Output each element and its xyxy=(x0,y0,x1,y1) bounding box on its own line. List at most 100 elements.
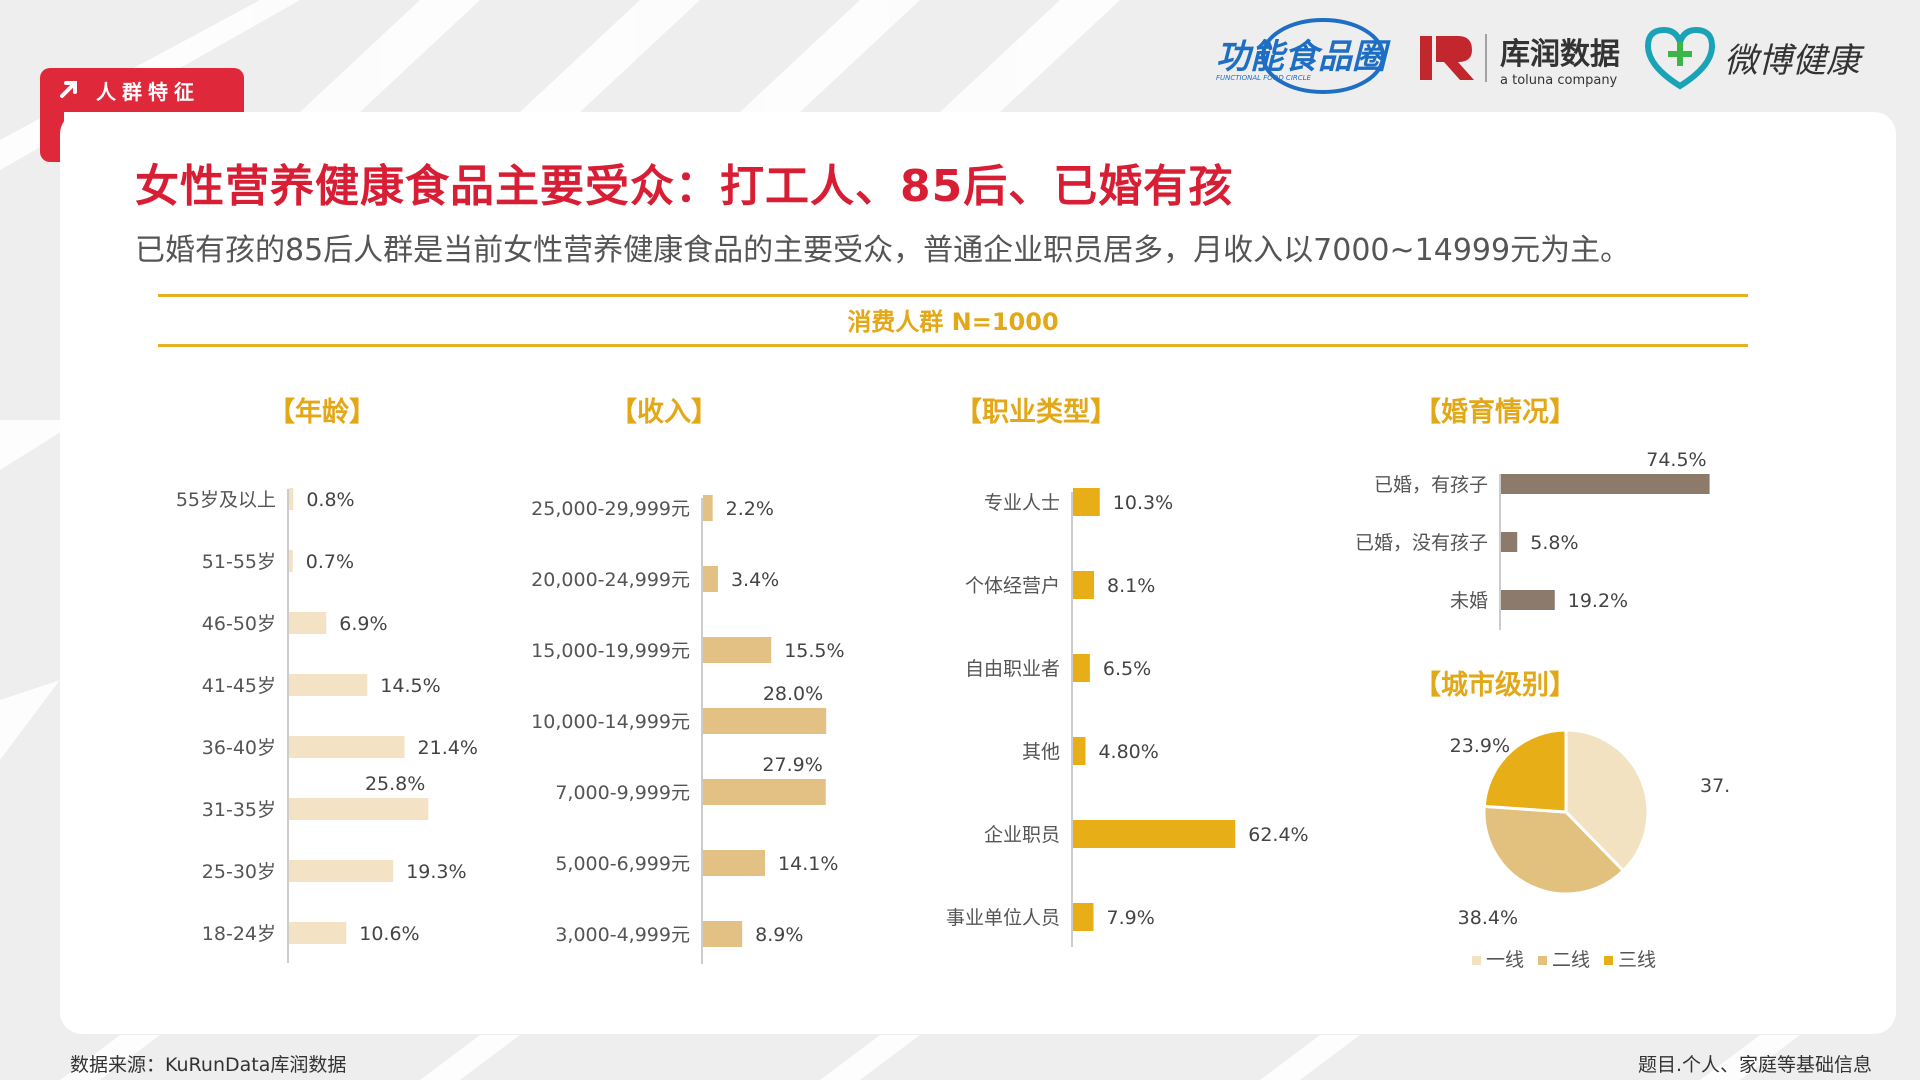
category-label: 事业单位人员 xyxy=(946,907,1060,929)
bar xyxy=(289,550,293,572)
value-label: 25.8% xyxy=(365,773,425,795)
category-label: 专业人士 xyxy=(984,492,1060,514)
value-label: 27.9% xyxy=(762,754,822,776)
bar xyxy=(1501,590,1555,610)
slice-label: 37.7% xyxy=(1700,775,1730,797)
bar xyxy=(1073,820,1236,848)
value-label: 14.1% xyxy=(778,853,838,875)
category-label: 已婚，有孩子 xyxy=(1374,474,1488,496)
page-subtitle: 已婚有孩的85后人群是当前女性营养健康食品的主要受众，普通企业职员居多，月收入以… xyxy=(135,233,1631,268)
category-label: 3,000-4,999元 xyxy=(555,924,690,946)
legend-swatch xyxy=(1538,956,1547,965)
bar xyxy=(1073,737,1086,765)
job-bar-chart: 专业人士 10.3% 个体经营户 8.1% 自由职业者 6.5% 其他 4.80% 企业职员 62… xyxy=(946,488,1309,947)
bar xyxy=(703,566,718,592)
functional-food-circle-logo: 功能食品圈 FUNCTIONAL FOOD CIRCLE xyxy=(1216,18,1391,94)
arrow-up-right-icon xyxy=(60,81,77,98)
value-label: 21.4% xyxy=(418,737,478,759)
bar xyxy=(289,860,394,882)
legend-label: 三线 xyxy=(1618,949,1656,971)
bar xyxy=(1073,488,1100,516)
bar xyxy=(1073,903,1094,931)
age-bar-chart: 55岁及以上 0.8% 51-55岁 0.7% 46-50岁 6.9% 41-45岁 14.5… xyxy=(176,488,478,963)
value-label: 6.5% xyxy=(1103,658,1151,680)
value-label: 8.9% xyxy=(755,924,803,946)
category-label: 其他 xyxy=(1022,741,1060,763)
bar xyxy=(1073,571,1095,599)
value-label: 10.6% xyxy=(359,923,419,945)
weibo-health-logo: 微博健康 xyxy=(1644,26,1865,90)
category-label: 25-30岁 xyxy=(202,861,276,883)
svg-text:FUNCTIONAL FOOD CIRCLE: FUNCTIONAL FOOD CIRCLE xyxy=(1216,74,1312,82)
svg-text:a toluna company: a toluna company xyxy=(1500,73,1618,88)
value-label: 6.9% xyxy=(339,613,387,635)
bar xyxy=(289,798,429,820)
pie-slice xyxy=(1482,804,1626,896)
value-label: 74.5% xyxy=(1646,449,1706,471)
section-tag-label: 人群特征 xyxy=(96,80,200,104)
category-label: 25,000-29,999元 xyxy=(531,498,690,520)
bar xyxy=(703,708,827,734)
category-label: 18-24岁 xyxy=(202,923,276,945)
bar xyxy=(1501,532,1518,552)
bar xyxy=(1073,654,1090,682)
bar xyxy=(703,850,766,876)
bar xyxy=(289,736,405,758)
value-label: 8.1% xyxy=(1107,575,1155,597)
income-bar-chart: 25,000-29,999元 2.2% 20,000-24,999元 3.4% 15,0… xyxy=(531,495,845,964)
data-source: 数据来源：KuRunData库润数据 xyxy=(70,1054,347,1076)
pie-slice xyxy=(1564,728,1650,873)
category-label: 企业职员 xyxy=(984,824,1060,846)
category-label: 20,000-24,999元 xyxy=(531,569,690,591)
sample-size-label: 消费人群 N=1000 xyxy=(847,308,1059,336)
pie-slice xyxy=(1482,728,1568,814)
category-label: 41-45岁 xyxy=(202,675,276,697)
value-label: 4.80% xyxy=(1098,741,1158,763)
value-label: 5.8% xyxy=(1530,532,1578,554)
svg-text:微博健康: 微博健康 xyxy=(1724,41,1865,81)
bar xyxy=(703,921,743,947)
category-label: 46-50岁 xyxy=(202,613,276,635)
bar xyxy=(289,922,347,944)
band-rule-bottom xyxy=(158,344,1748,347)
svg-text:功能食品圈: 功能食品圈 xyxy=(1216,37,1391,77)
value-label: 14.5% xyxy=(380,675,440,697)
category-label: 7,000-9,999元 xyxy=(555,782,690,804)
bar xyxy=(703,779,826,805)
slice-label: 38.4% xyxy=(1458,907,1518,929)
bar xyxy=(703,637,772,663)
job-chart-title: 【职业类型】 xyxy=(955,397,1117,428)
page-title: 女性营养健康食品主要受众：打工人、85后、已婚有孩 xyxy=(135,161,1234,212)
category-label: 31-35岁 xyxy=(202,799,276,821)
bar xyxy=(289,612,327,634)
band-rule-top xyxy=(158,294,1748,297)
bar xyxy=(289,674,368,696)
value-label: 7.9% xyxy=(1107,907,1155,929)
category-label: 15,000-19,999元 xyxy=(531,640,690,662)
legend-label: 一线 xyxy=(1486,949,1524,971)
svg-text:库润数据: 库润数据 xyxy=(1500,37,1620,72)
value-label: 3.4% xyxy=(731,569,779,591)
legend-swatch xyxy=(1472,956,1481,965)
category-label: 个体经营户 xyxy=(965,575,1060,597)
legend-swatch xyxy=(1604,956,1613,965)
kurun-data-logo: 库润数据 a toluna company xyxy=(1420,34,1620,88)
slice-label: 23.9% xyxy=(1450,735,1510,757)
value-label: 0.7% xyxy=(306,551,354,573)
category-label: 36-40岁 xyxy=(202,737,276,759)
marriage-chart-title: 【婚育情况】 xyxy=(1414,397,1576,428)
question-note: 题目.个人、家庭等基础信息 xyxy=(1637,1054,1872,1076)
bar xyxy=(1501,474,1710,494)
value-label: 62.4% xyxy=(1248,824,1308,846)
value-label: 2.2% xyxy=(726,498,774,520)
category-label: 5,000-6,999元 xyxy=(555,853,690,875)
bar xyxy=(289,488,294,510)
category-label: 55岁及以上 xyxy=(176,489,276,511)
value-label: 15.5% xyxy=(784,640,844,662)
value-label: 19.3% xyxy=(406,861,466,883)
value-label: 0.8% xyxy=(306,489,354,511)
category-label: 10,000-14,999元 xyxy=(531,711,690,733)
bar xyxy=(703,495,713,521)
value-label: 19.2% xyxy=(1568,590,1628,612)
category-label: 已婚，没有孩子 xyxy=(1355,532,1488,554)
